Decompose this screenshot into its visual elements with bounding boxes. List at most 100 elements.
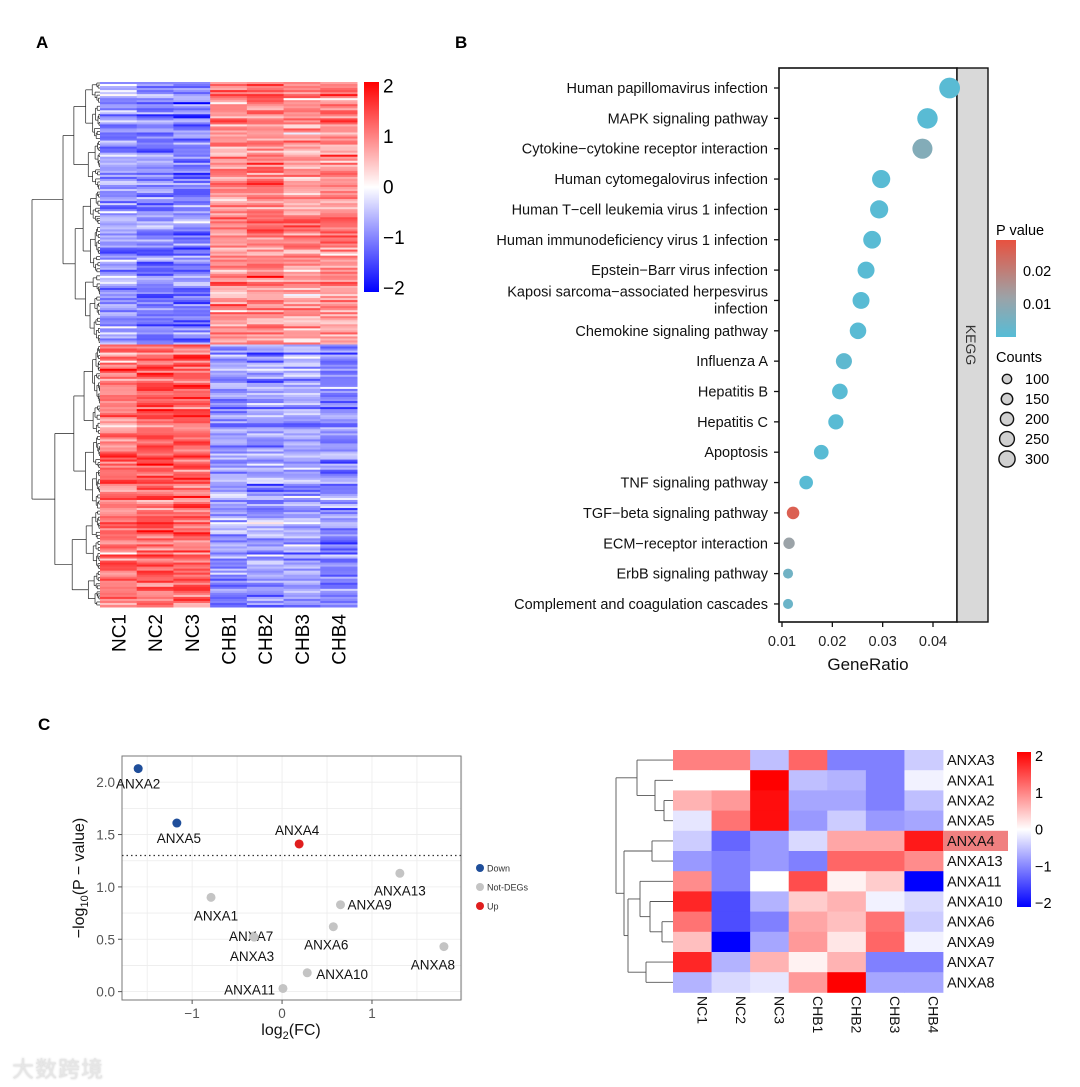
y-tick-label: 2.0 (96, 775, 115, 790)
heatmap-cell (136, 469, 174, 473)
heatmap-cell (320, 457, 358, 461)
heatmap-cell (283, 124, 321, 127)
heatmap-cell (136, 495, 174, 499)
heatmap-cell (100, 108, 138, 111)
heatmap-cell (136, 265, 174, 269)
heatmap-cell (100, 346, 138, 350)
heatmap-cell (246, 459, 285, 463)
heatmap-cell (210, 193, 248, 196)
heatmap-cell (246, 370, 285, 374)
heatmap-cell (246, 493, 285, 497)
heatmap-cell (210, 562, 248, 566)
heatmap-cell (320, 88, 358, 91)
heatmap-cell (173, 229, 211, 232)
heatmap-cell (100, 199, 138, 202)
heatmap-cell (173, 405, 211, 408)
heatmap-cell (320, 104, 358, 107)
heatmap-cell (136, 354, 174, 358)
heatmap-cell (246, 508, 285, 511)
heatmap-cell (173, 350, 211, 354)
heatmap-cell (283, 199, 321, 202)
heatmap-cell (136, 392, 174, 396)
heatmap-cell (283, 213, 321, 216)
heatmap-cell (100, 372, 138, 376)
heatmap-cell (320, 334, 358, 337)
heatmap-cell (283, 231, 321, 234)
heatmap-cell (283, 320, 321, 323)
heatmap-cell (136, 289, 174, 293)
heatmap-cell (210, 134, 248, 138)
heatmap-cell (173, 324, 211, 327)
heatmap-cell (173, 261, 211, 265)
data-point (336, 900, 346, 910)
heatmap-cell (100, 491, 138, 495)
heatmap-cell (210, 98, 248, 101)
heatmap-cell (173, 193, 211, 196)
heatmap-cell (100, 378, 138, 382)
heatmap-cell (246, 128, 285, 131)
heatmap-cell (246, 596, 285, 600)
heatmap-cell (320, 461, 358, 465)
heatmap-cell (173, 334, 211, 337)
heatmap-cell (136, 172, 174, 176)
heatmap-cell (100, 304, 138, 307)
heatmap-cell (100, 306, 138, 309)
heatmap-cell (173, 459, 211, 463)
heatmap-cell (100, 273, 138, 277)
heatmap-cell (283, 182, 321, 186)
heatmap-cell (246, 342, 285, 345)
heatmap-cell (173, 203, 211, 206)
heatmap-cell (100, 386, 138, 390)
heatmap-cell (673, 891, 712, 912)
heatmap-cell (246, 160, 285, 164)
heatmap-cell (136, 217, 174, 220)
heatmap-cell (320, 445, 358, 448)
heatmap-cell (283, 156, 321, 160)
heatmap-cell (173, 453, 211, 457)
heatmap-cell (320, 512, 358, 515)
heatmap-cell (320, 130, 358, 133)
data-point (849, 322, 867, 340)
heatmap-cell (246, 312, 285, 315)
heatmap-cell (173, 166, 211, 170)
heatmap-cell (100, 425, 138, 428)
heatmap-cells (100, 82, 358, 608)
heatmap-cell (173, 568, 211, 572)
heatmap-cell (136, 211, 174, 214)
heatmap-cell (173, 592, 211, 596)
heatmap-cell (320, 473, 358, 477)
heatmap-cell (100, 471, 138, 475)
heatmap-cell (100, 271, 138, 275)
heatmap-cell (173, 572, 211, 576)
heatmap-cell (246, 455, 285, 459)
heatmap-cell (283, 257, 321, 261)
heatmap-cell (246, 176, 285, 180)
heatmap-cell (246, 322, 285, 325)
heatmap-cell (320, 449, 358, 453)
heatmap-cell (320, 205, 358, 208)
x-axis-title: GeneRatio (827, 655, 908, 674)
heatmap-cell (136, 271, 174, 275)
row-label: ANXA7 (947, 955, 995, 971)
heatmap-cell (320, 191, 358, 194)
heatmap-cell (100, 277, 138, 281)
heatmap-cell (173, 328, 211, 331)
heatmap-cell (136, 292, 174, 295)
heatmap-cell (136, 449, 174, 453)
colorbar (1017, 752, 1031, 907)
heatmap-cell (136, 140, 174, 144)
heatmap-cell (283, 273, 321, 277)
heatmap-cell (246, 225, 285, 228)
heatmap-cell (173, 144, 211, 148)
heatmap-cell (136, 326, 174, 329)
heatmap-cell (136, 84, 174, 87)
heatmap-cell (788, 952, 828, 973)
heatmap-cell (173, 308, 211, 311)
heatmap-cell (210, 491, 248, 495)
heatmap-cell (246, 152, 285, 156)
heatmap-cell (136, 441, 174, 444)
heatmap-cell (136, 221, 174, 224)
heatmap-cell (210, 399, 248, 402)
heatmap-cell (320, 401, 358, 404)
heatmap-cell (283, 140, 321, 144)
